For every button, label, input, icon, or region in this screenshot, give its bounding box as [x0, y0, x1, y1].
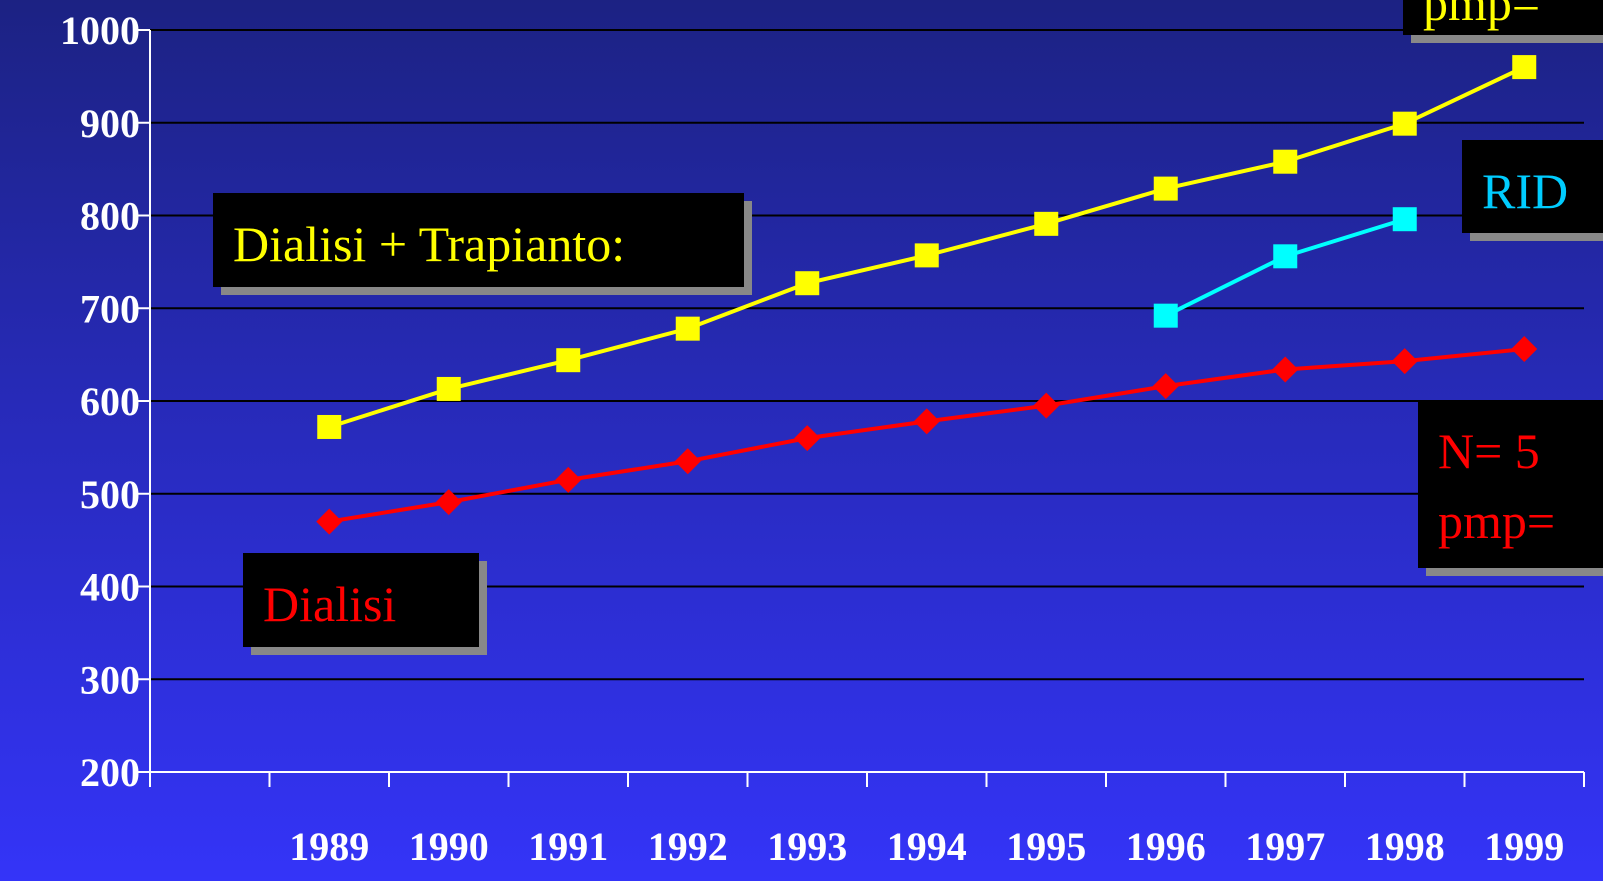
x-tick-label: 1996	[1126, 824, 1206, 869]
annotation: pmp=	[1403, 0, 1603, 43]
x-tick-label: 1990	[409, 824, 489, 869]
data-point	[1034, 211, 1059, 236]
y-tick-label: 500	[80, 472, 140, 517]
data-point	[1153, 176, 1178, 201]
x-tick-label: 1989	[289, 824, 369, 869]
annotation-text: Dialisi	[263, 576, 396, 632]
data-point	[1391, 348, 1418, 375]
y-tick-label: 800	[80, 194, 140, 239]
annotation-text: Dialisi + Trapianto:	[233, 216, 625, 272]
x-tick-label: 1994	[887, 824, 967, 869]
y-tick-label: 700	[80, 286, 140, 331]
data-point	[317, 414, 342, 439]
x-tick-label: 1991	[528, 824, 608, 869]
x-tick-label: 1997	[1245, 824, 1325, 869]
data-point	[555, 466, 582, 493]
y-tick-label: 300	[80, 657, 140, 702]
y-tick-label: 400	[80, 565, 140, 610]
data-point	[674, 448, 701, 475]
annotation-text: pmp=	[1438, 493, 1555, 549]
data-point	[1512, 55, 1537, 80]
annotation-text: pmp=	[1423, 0, 1540, 31]
data-point	[1392, 207, 1417, 232]
data-point	[913, 408, 940, 435]
data-point	[316, 508, 343, 535]
data-point	[1273, 244, 1298, 269]
annotation-box	[1462, 140, 1603, 233]
y-tick-label: 900	[80, 101, 140, 146]
data-point	[1272, 356, 1299, 383]
data-point	[914, 243, 939, 268]
x-tick-label: 1993	[767, 824, 847, 869]
annotation-box	[243, 553, 479, 647]
annotation: RID	[1462, 140, 1603, 241]
data-point	[1273, 149, 1298, 174]
data-point	[1392, 111, 1417, 136]
data-point	[1511, 336, 1538, 363]
y-tick-label: 200	[80, 750, 140, 795]
data-point	[1152, 373, 1179, 400]
y-tick-label: 1000	[60, 8, 140, 53]
annotation-box	[1403, 0, 1603, 35]
annotation: Dialisi + Trapianto:	[213, 193, 752, 295]
annotation: N= 5 pmp=	[1418, 400, 1603, 576]
data-point	[795, 271, 820, 296]
data-point	[794, 425, 821, 452]
data-point	[1153, 303, 1178, 328]
annotation-box	[1418, 400, 1603, 568]
data-point	[675, 316, 700, 341]
y-tick-label: 600	[80, 379, 140, 424]
annotation-text: RID	[1482, 163, 1568, 219]
data-point	[1033, 392, 1060, 419]
data-point	[435, 489, 462, 516]
data-point	[556, 348, 581, 373]
x-tick-label: 1998	[1365, 824, 1445, 869]
x-tick-label: 1992	[648, 824, 728, 869]
annotation: Dialisi	[243, 553, 487, 655]
data-point	[436, 376, 461, 401]
x-tick-label: 1999	[1484, 824, 1564, 869]
annotation-text: N= 5	[1438, 423, 1540, 479]
x-tick-label: 1995	[1006, 824, 1086, 869]
annotation-box	[213, 193, 744, 287]
